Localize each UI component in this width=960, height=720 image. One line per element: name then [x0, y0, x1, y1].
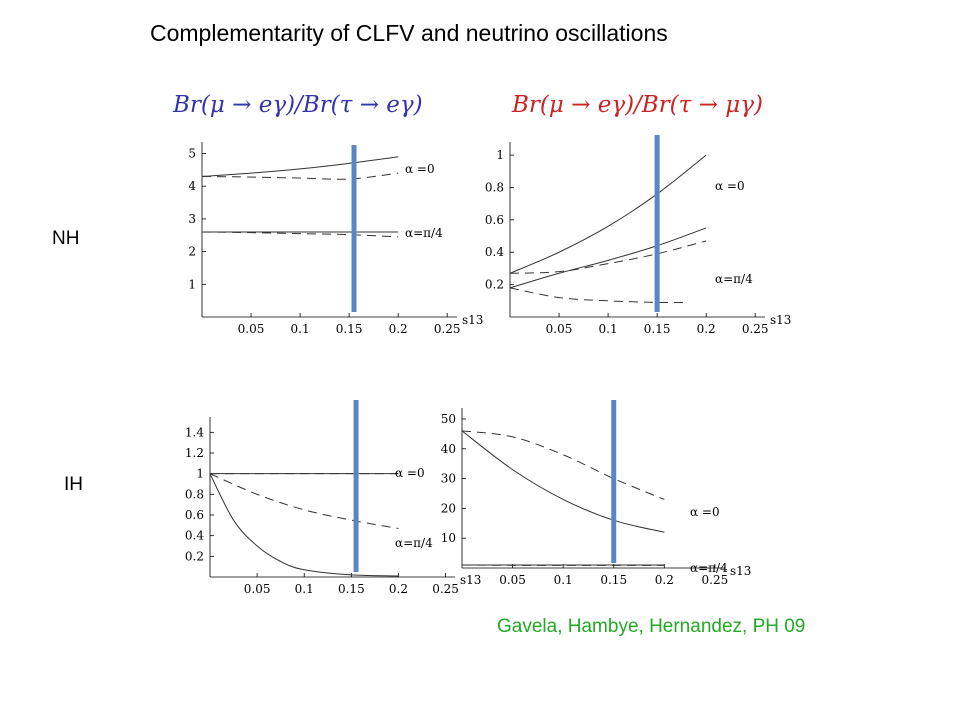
y-tick-label: 4: [188, 179, 196, 193]
x-tick-label: 0.25: [434, 322, 461, 336]
curve-label: α=π/4: [405, 226, 443, 240]
y-tick-label: 1: [196, 467, 204, 481]
chart-nh-tau-e: 0.05 0.1 0.15 0.2 0.25 1 2 3 4 5 s13 α =0 α=π/4: [188, 142, 483, 336]
x-tick-label: 0.25: [702, 573, 729, 587]
y-tick-label: 10: [441, 531, 456, 545]
x-tick-label: 0.1: [291, 322, 310, 336]
y-tick-label: 0.2: [185, 549, 204, 563]
y-tick-label: 3: [188, 212, 196, 226]
credit-text: Gavela, Hambye, Hernandez, PH 09: [497, 616, 806, 637]
x-tick-label: 0.15: [600, 573, 627, 587]
series-line-dashed: [209, 473, 399, 529]
row-label-nh: NH: [52, 228, 80, 249]
curve-label: α =0: [405, 162, 435, 176]
series-line-solid: [201, 156, 399, 177]
x-tick-label: 0.15: [644, 322, 671, 336]
series-line-dashed: [201, 231, 399, 238]
y-tick-label: 1.4: [185, 425, 204, 439]
y-tick-label: 50: [441, 412, 456, 426]
x-tick-label: 0.05: [238, 322, 265, 336]
y-tick-label: 0.8: [185, 487, 204, 501]
curve-label: α =0: [395, 466, 425, 480]
y-tick-label: 0.8: [485, 180, 504, 194]
y-tick-label: 20: [441, 501, 456, 515]
x-tick-label: 0.2: [389, 582, 408, 596]
y-tick-label: 0.4: [185, 529, 204, 543]
y-tick-label: 5: [188, 147, 196, 161]
x-tick-label: 0.05: [244, 582, 271, 596]
page-title: Complementarity of CLFV and neutrino osc…: [150, 20, 668, 46]
x-tick-label: 0.1: [554, 573, 573, 587]
curve-label: α=π/4: [715, 272, 753, 286]
series-line-solid: [509, 227, 707, 289]
series-line-dashed: [509, 240, 707, 274]
y-tick-label: 1.2: [185, 446, 204, 460]
series-line-dashed: [509, 287, 687, 304]
row-label-ih: IH: [64, 474, 83, 495]
x-tick-label: 0.1: [599, 322, 618, 336]
curve-label: α =0: [715, 179, 745, 193]
series-line-dashed: [201, 172, 399, 180]
curve-label: α=π/4: [395, 536, 433, 550]
x-tick-label: 0.05: [499, 573, 526, 587]
x-axis-label: s13: [460, 573, 481, 587]
y-tick-label: 40: [441, 442, 456, 456]
y-tick-label: 0.4: [485, 245, 504, 259]
y-tick-label: 1: [188, 277, 196, 291]
y-tick-label: 1: [496, 148, 504, 162]
chart-ih-tau-e: 0.05 0.1 0.15 0.2 0.25 0.2 0.4 0.6 0.8 1 1.2 1.4 s13…: [185, 400, 481, 596]
x-axis-label: s13: [462, 313, 483, 327]
x-tick-label: 0.15: [336, 322, 363, 336]
x-tick-label: 0.05: [546, 322, 573, 336]
x-tick-label: 0.2: [389, 322, 408, 336]
series-line-solid: [509, 154, 707, 274]
chart-ih-tau-mu: 0.05 0.1 0.15 0.2 0.25 10 20 30 40 50 s13 α =0 α=π/4: [441, 400, 751, 587]
x-tick-label: 0.15: [338, 582, 365, 596]
series-line-solid: [461, 430, 665, 533]
x-tick-label: 0.25: [432, 582, 459, 596]
y-tick-label: 0.6: [485, 213, 504, 227]
column-title-right: Br(μ → eγ)/Br(τ → μγ): [512, 92, 763, 118]
x-tick-label: 0.25: [742, 322, 769, 336]
x-tick-label: 0.1: [295, 582, 314, 596]
curve-label: α=π/4: [690, 561, 728, 575]
y-tick-label: 2: [188, 245, 196, 259]
x-tick-label: 0.2: [697, 322, 716, 336]
series-line-dashed: [461, 430, 665, 500]
column-title-left: Br(μ → eγ)/Br(τ → eγ): [173, 92, 423, 118]
x-axis-label: s13: [730, 564, 751, 578]
y-tick-label: 30: [441, 472, 456, 486]
series-line-solid: [209, 473, 399, 577]
x-axis-label: s13: [770, 313, 791, 327]
y-tick-label: 0.2: [485, 278, 504, 292]
x-tick-label: 0.2: [655, 573, 674, 587]
y-tick-label: 0.6: [185, 508, 204, 522]
curve-label: α =0: [690, 505, 720, 519]
chart-nh-tau-mu: 0.05 0.1 0.15 0.2 0.25 0.2 0.4 0.6 0.8 1 s13 α =0 α=…: [485, 135, 791, 336]
